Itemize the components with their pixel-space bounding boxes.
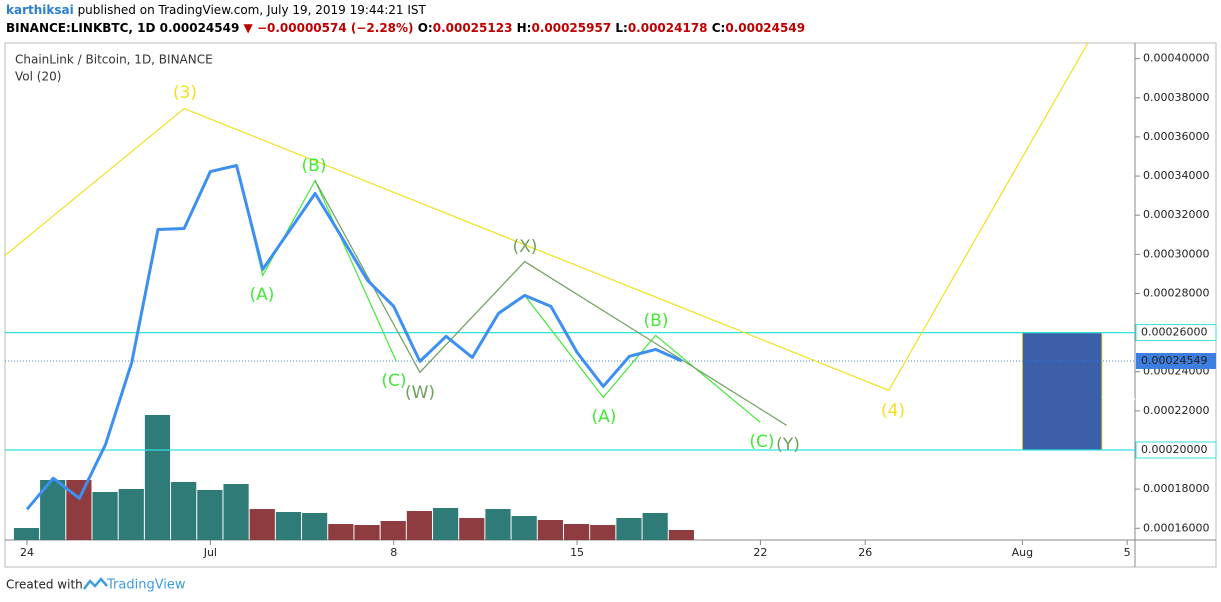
footer-brand: TradingView	[106, 578, 186, 593]
y-tick-label: 0.00028000	[1143, 286, 1209, 299]
x-tick-label: Aug	[1012, 546, 1033, 559]
open: 0.00025123	[432, 21, 513, 35]
wave-line	[314, 180, 787, 426]
target-line	[1101, 396, 1136, 400]
volume-bar	[537, 520, 563, 540]
volume-bar	[511, 516, 537, 540]
low: 0.00024178	[627, 21, 708, 35]
published: published on TradingView.com, July 19, 2…	[77, 3, 426, 17]
volume-bar	[13, 528, 40, 540]
wave-label: (3)	[173, 83, 197, 103]
wave-line	[4, 42, 1089, 392]
symbol: BINANCE:LINKBTC, 1D	[6, 21, 156, 35]
change: ▼ −0.00000574 (−2.28%)	[243, 21, 414, 35]
price-label-box	[1136, 352, 1216, 369]
volume-bar	[590, 525, 616, 540]
y-tick-label: 0.00030000	[1143, 247, 1209, 260]
l-label: L:	[615, 21, 628, 35]
price-label: 0.00020000	[1141, 443, 1207, 456]
volume-bar	[616, 518, 642, 540]
wave-label: (A)	[250, 285, 275, 305]
wave-line	[524, 295, 761, 423]
y-tick-label: 0.00018000	[1143, 482, 1209, 495]
volume-bar	[275, 512, 302, 540]
wave-label: (B)	[644, 311, 669, 331]
volume-bar	[668, 530, 694, 540]
wave-label: (C)	[381, 371, 406, 391]
header-line-2: BINANCE:LINKBTC, 1D 0.00024549 ▼ −0.0000…	[6, 21, 805, 35]
header-line-1: karthiksai published on TradingView.com,…	[6, 3, 426, 17]
volume-label: Vol (20)	[15, 70, 61, 84]
volume-bar	[197, 490, 223, 540]
volume-bar	[485, 509, 511, 540]
volume-bar	[118, 489, 144, 540]
volume-bar	[380, 521, 406, 540]
volume-bar	[328, 524, 354, 540]
c-label: C:	[711, 21, 726, 35]
close: 0.00024549	[725, 21, 806, 35]
x-tick-label: 15	[570, 546, 584, 559]
volume-bar	[92, 492, 118, 540]
volume-bar	[223, 484, 249, 540]
x-tick-label: Jul	[203, 546, 217, 559]
volume-bar	[249, 509, 275, 540]
wave-label: (B)	[302, 156, 327, 176]
x-tick-label: 26	[858, 546, 872, 559]
logo	[83, 577, 108, 590]
volume-bar	[433, 508, 459, 540]
wave-label: (Y)	[776, 435, 800, 455]
price-label-box	[1135, 324, 1217, 342]
wave-label: (W)	[405, 383, 435, 403]
plot: 0.000160000.000180000.000220000.00024000…	[4, 42, 1217, 559]
x-tick-label: 8	[390, 546, 397, 559]
y-tick-label: 0.00036000	[1143, 130, 1209, 143]
volume-bar	[459, 518, 485, 540]
price-label: 0.00024549	[1141, 354, 1207, 367]
chart-title: ChainLink / Bitcoin, 1D, BINANCE	[15, 53, 213, 67]
footer-created: Created with	[6, 578, 83, 592]
wave-label: (X)	[513, 237, 538, 257]
y-tick-label: 0.00032000	[1143, 208, 1209, 221]
volume-bar	[171, 482, 197, 540]
y-tick-label: 0.00034000	[1143, 169, 1209, 182]
o-label: O:	[417, 21, 433, 35]
x-tick-label: 5	[1124, 546, 1131, 559]
price-line	[25, 163, 683, 511]
wave-label: (A)	[592, 407, 617, 427]
wave-label: (4)	[881, 401, 905, 421]
y-tick-label: 0.00016000	[1143, 521, 1209, 534]
volume-bar	[406, 511, 433, 540]
x-tick-label: 22	[753, 546, 767, 559]
volume-bar	[354, 525, 380, 540]
y-tick-label: 0.00022000	[1143, 404, 1209, 417]
high: 0.00025957	[531, 21, 612, 35]
price-label-box	[1135, 441, 1217, 459]
author: karthiksai	[6, 3, 74, 17]
target-box	[1021, 332, 1103, 451]
volume-bar	[563, 524, 590, 540]
price-label: 0.00026000	[1141, 326, 1207, 339]
y-tick-label: 0.00038000	[1143, 91, 1209, 104]
h-label: H:	[516, 21, 532, 35]
last: 0.00024549	[159, 21, 240, 35]
frame	[4, 42, 1217, 568]
x-tick-label: 24	[20, 546, 34, 559]
y-tick-label: 0.00040000	[1143, 52, 1209, 65]
volume-bar	[642, 513, 668, 540]
volume-bar	[302, 513, 328, 540]
wave-label: (C)	[749, 432, 774, 452]
volume-bar	[144, 415, 171, 540]
volume-bar	[66, 480, 92, 540]
